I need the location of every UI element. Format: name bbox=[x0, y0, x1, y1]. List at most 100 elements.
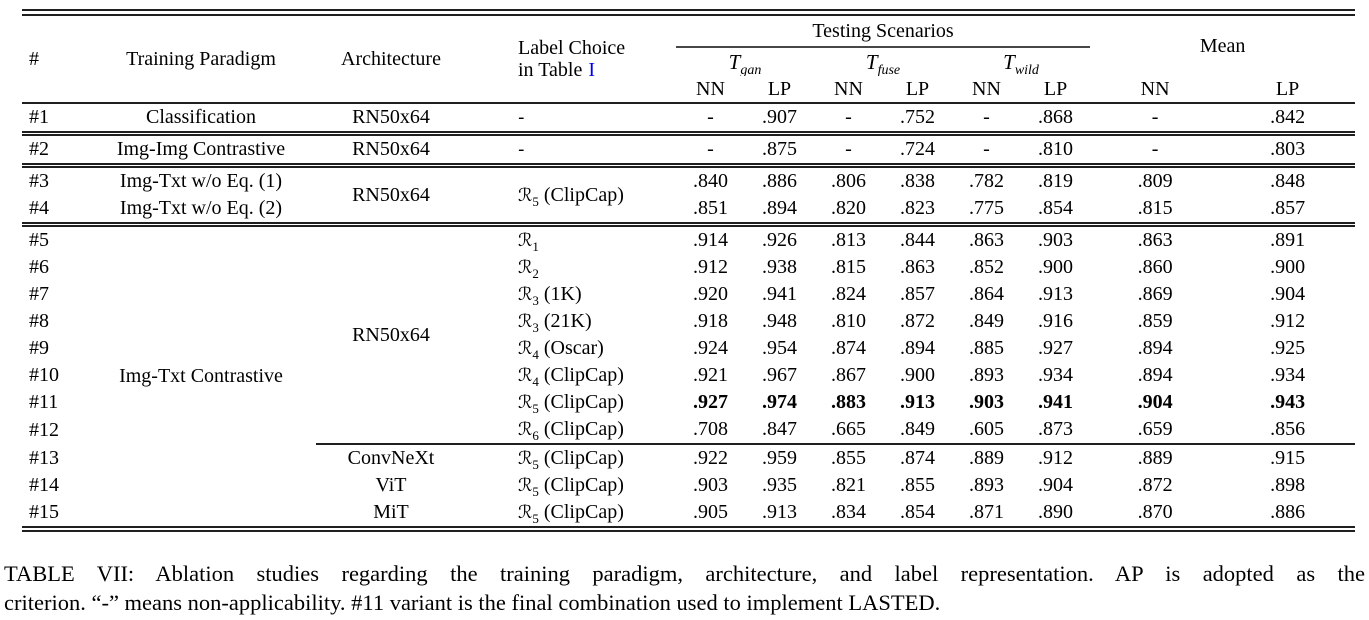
value-cell: .904 bbox=[1038, 474, 1074, 496]
value-cell: .959 bbox=[762, 447, 797, 469]
value-cell: - bbox=[676, 133, 745, 168]
group-header-tgan: Tgan bbox=[728, 49, 762, 76]
value-cell: .903 bbox=[693, 474, 728, 496]
value-cell: - bbox=[952, 103, 1021, 136]
value-cell: .847 bbox=[745, 416, 814, 445]
value-cell: .934 bbox=[1270, 364, 1306, 386]
value-cell: .943 bbox=[1270, 391, 1306, 413]
label-symbol: ℛ bbox=[518, 365, 533, 386]
value-cell: .889 bbox=[969, 447, 1004, 469]
value-cell: .863 bbox=[1137, 229, 1173, 251]
value-cell: .782 bbox=[969, 170, 1004, 192]
value-cell: .894 bbox=[1137, 364, 1173, 386]
architecture-cell: RN50x64 bbox=[316, 103, 466, 136]
value-cell: .848 bbox=[1270, 170, 1306, 192]
metric-header: NN bbox=[814, 76, 883, 104]
value-cell: .870 bbox=[1137, 501, 1173, 523]
value-cell: .810 bbox=[831, 310, 866, 332]
label-subscript: 4 bbox=[532, 374, 539, 389]
value-cell: .948 bbox=[762, 310, 797, 332]
value-cell: .803 bbox=[1220, 133, 1356, 168]
row-id-cell: #2 bbox=[22, 133, 86, 168]
value-cell: .871 bbox=[969, 501, 1004, 523]
label-choice-cell: ℛ6 (ClipCap) bbox=[466, 416, 676, 445]
value-cell: .856 bbox=[1220, 416, 1356, 445]
label-symbol: ℛ bbox=[518, 419, 533, 440]
table-row: #8 ℛ3 (21K) .918 .948 .810 .872 .849 .91… bbox=[22, 308, 1355, 335]
value-cell: .926 bbox=[762, 229, 797, 251]
table-row: #1 Classification RN50x64 - - .907 - .75… bbox=[22, 103, 1356, 136]
value-cell: .823 bbox=[883, 195, 952, 227]
value-cell: .905 bbox=[693, 501, 728, 523]
label-subscript: 2 bbox=[532, 266, 539, 281]
table-caption: TABLE VII: Ablation studies regarding th… bbox=[4, 559, 1365, 617]
value-cell: .724 bbox=[883, 133, 952, 168]
table-row: #15 MiT ℛ5 (ClipCap) .905 .913 .834 .854… bbox=[22, 499, 1355, 529]
value-cell: .934 bbox=[1038, 364, 1074, 386]
label-symbol: ℛ bbox=[518, 257, 533, 278]
table-row: #7 ℛ3 (1K) .920 .941 .824 .857 .864 .913… bbox=[22, 281, 1355, 308]
row-id-cell: #5 bbox=[29, 229, 49, 251]
value-cell: .916 bbox=[1038, 310, 1074, 332]
script-t-symbol: T bbox=[728, 49, 741, 74]
value-cell: .935 bbox=[762, 474, 797, 496]
table-vii-container: # Training Paradigm Architecture Label C… bbox=[22, 9, 1356, 532]
row-id-cell: #13 bbox=[29, 446, 59, 469]
value-cell: .893 bbox=[969, 474, 1004, 496]
value-cell: .974 bbox=[762, 391, 797, 413]
value-cell: .752 bbox=[883, 103, 952, 136]
table-row: #5 Img-Txt Contrastive RN50x64 ℛ1 .914 .… bbox=[22, 224, 1355, 445]
architecture-cell: ConvNeXt bbox=[347, 447, 435, 469]
value-cell: .904 bbox=[1137, 391, 1173, 413]
value-cell: - bbox=[1090, 103, 1221, 136]
table-row: #2 Img-Img Contrastive RN50x64 - - .875 … bbox=[22, 133, 1356, 168]
label-symbol: ℛ bbox=[518, 311, 533, 332]
label-variant: (ClipCap) bbox=[538, 474, 624, 496]
value-cell: .903 bbox=[969, 391, 1004, 413]
value-cell: .821 bbox=[831, 474, 866, 496]
label-subscript: 1 bbox=[532, 239, 539, 254]
label-choice-cell: - bbox=[466, 133, 676, 168]
metric-header: NN bbox=[1090, 76, 1221, 104]
row-id-cell: #11 bbox=[29, 391, 59, 413]
value-cell: .927 bbox=[693, 391, 728, 413]
row-id-cell: #14 bbox=[29, 474, 59, 496]
ablation-table: # Training Paradigm Architecture Label C… bbox=[22, 9, 1356, 532]
label-subscript: 5 bbox=[532, 401, 539, 416]
value-cell: .838 bbox=[900, 170, 935, 192]
value-cell: .819 bbox=[1038, 170, 1074, 192]
table-row: #10 ℛ4 (ClipCap) .921 .967 .867 .900 .89… bbox=[22, 362, 1355, 389]
label-subscript: 4 bbox=[532, 347, 539, 362]
value-cell: .863 bbox=[969, 229, 1004, 251]
value-cell: .815 bbox=[831, 256, 866, 278]
value-cell: .941 bbox=[1038, 391, 1074, 413]
script-t-symbol: T bbox=[1003, 49, 1015, 74]
value-cell: .886 bbox=[1270, 501, 1306, 523]
label-symbol: ℛ bbox=[518, 338, 533, 359]
label-variant: (ClipCap) bbox=[538, 364, 624, 386]
value-cell: .938 bbox=[762, 256, 797, 278]
value-cell: .873 bbox=[1021, 416, 1091, 445]
caption-line-2: criterion. “-” means non-applicability. … bbox=[4, 590, 941, 615]
value-cell: .859 bbox=[1137, 310, 1173, 332]
value-cell: .894 bbox=[745, 195, 814, 227]
paradigm-cell: Img-Txt Contrastive bbox=[119, 365, 283, 387]
label-symbol: ℛ bbox=[518, 230, 533, 251]
table-row: #14 ViT ℛ5 (ClipCap) .903 .935 .821 .855… bbox=[22, 472, 1355, 499]
value-cell: .872 bbox=[1137, 474, 1173, 496]
table-row: #9 ℛ4 (Oscar) .924 .954 .874 .894 .885 .… bbox=[22, 335, 1355, 362]
label-choice-cell: ℛ1 bbox=[466, 225, 676, 255]
col-header-architecture: Architecture bbox=[316, 12, 466, 104]
value-cell: .874 bbox=[831, 337, 866, 359]
value-cell: .834 bbox=[831, 501, 866, 523]
table-i-link[interactable]: I bbox=[588, 59, 595, 81]
label-symbol: ℛ bbox=[518, 448, 533, 469]
table-row: #4 Img-Txt w/o Eq. (2) .851 .894 .820 .8… bbox=[22, 195, 1356, 227]
value-cell: .815 bbox=[1090, 195, 1221, 227]
metric-header: NN bbox=[676, 76, 745, 104]
label-choice-line1: Label Choice bbox=[518, 37, 626, 59]
value-cell: .941 bbox=[762, 283, 797, 305]
script-t-symbol: T bbox=[865, 49, 878, 74]
caption-line-1: TABLE VII: Ablation studies regarding th… bbox=[4, 561, 1365, 586]
value-cell: .915 bbox=[1270, 447, 1306, 469]
